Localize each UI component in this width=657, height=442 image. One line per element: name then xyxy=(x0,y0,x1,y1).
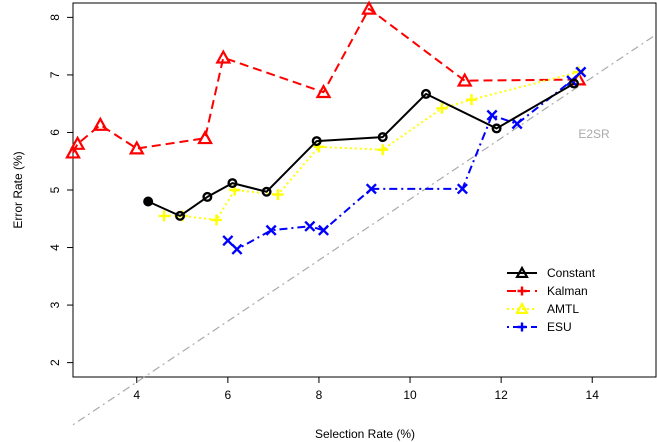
y-tick-label: 3 xyxy=(48,301,62,308)
reference-line xyxy=(72,34,657,426)
e2sr-annotation: E2SR xyxy=(578,127,610,141)
data-point xyxy=(261,186,272,197)
data-point xyxy=(304,220,316,232)
data-point xyxy=(197,129,214,145)
data-point xyxy=(158,210,170,222)
constant-start-point xyxy=(143,197,153,207)
data-point xyxy=(575,66,587,78)
y-axis-title: Error Rate (%) xyxy=(11,151,25,228)
data-point xyxy=(486,109,498,121)
data-point xyxy=(517,322,527,332)
x-tick-label: 10 xyxy=(403,388,417,402)
x-tick-label: 4 xyxy=(133,388,140,402)
data-point xyxy=(128,140,145,155)
data-point xyxy=(265,224,277,236)
data-point xyxy=(215,49,232,64)
data-point xyxy=(377,132,388,143)
legend-label: Kalman xyxy=(547,284,588,298)
reference-line-path xyxy=(72,34,657,426)
y-tick-label: 5 xyxy=(48,186,62,193)
data-point xyxy=(361,0,377,15)
data-point xyxy=(311,136,322,147)
data-point xyxy=(466,94,478,106)
data-point xyxy=(69,135,86,150)
data-point xyxy=(515,265,529,279)
data-point xyxy=(317,224,330,236)
x-tick-label: 14 xyxy=(586,388,600,402)
data-point xyxy=(456,72,473,87)
data-point xyxy=(365,183,377,195)
legend-label: Constant xyxy=(547,266,596,280)
data-point xyxy=(231,243,243,255)
data-point xyxy=(511,118,523,130)
series-amtl xyxy=(158,66,585,226)
x-axis-title: Selection Rate (%) xyxy=(315,427,415,441)
x-tick-label: 6 xyxy=(225,388,232,402)
legend-label: AMTL xyxy=(547,302,579,316)
data-point xyxy=(210,214,222,226)
data-point xyxy=(436,102,448,114)
y-tick-label: 8 xyxy=(48,14,62,21)
y-tick-label: 6 xyxy=(48,129,62,136)
series-line-kalman xyxy=(72,7,579,154)
y-tick-label: 7 xyxy=(48,71,62,78)
legend-item-amtl: AMTL xyxy=(507,301,579,316)
x-tick-label: 8 xyxy=(316,388,323,402)
data-point xyxy=(272,189,284,201)
data-point xyxy=(315,83,332,99)
data-point xyxy=(92,116,109,131)
data-point xyxy=(491,123,502,134)
y-tick-label: 4 xyxy=(48,244,62,251)
data-point xyxy=(420,88,431,99)
data-point xyxy=(202,191,213,202)
data-point xyxy=(222,235,234,247)
data-point xyxy=(377,144,389,156)
legend-label: ESU xyxy=(547,320,572,334)
legend-item-constant: Constant xyxy=(507,265,596,280)
data-point xyxy=(227,178,238,189)
y-tick-label: 2 xyxy=(48,359,62,366)
series-line-constant xyxy=(147,82,575,217)
data-point xyxy=(569,78,580,89)
axes-layer: 4 6 8 10 12 14 2 3 4 5 6 7 8 xyxy=(48,14,599,402)
legend: Constant Kalman AMTL ESU xyxy=(507,265,596,334)
data-point xyxy=(175,210,186,221)
series-esu xyxy=(222,66,587,255)
series-line-amtl xyxy=(164,71,579,221)
series-layer xyxy=(65,0,587,255)
legend-item-kalman: Kalman xyxy=(507,284,588,298)
x-tick-label: 12 xyxy=(494,388,508,402)
data-point xyxy=(65,144,81,159)
legend-item-esu: ESU xyxy=(507,320,572,334)
data-point xyxy=(517,286,527,296)
data-point xyxy=(515,301,529,315)
series-line-esu xyxy=(227,71,582,251)
data-point xyxy=(456,183,468,195)
